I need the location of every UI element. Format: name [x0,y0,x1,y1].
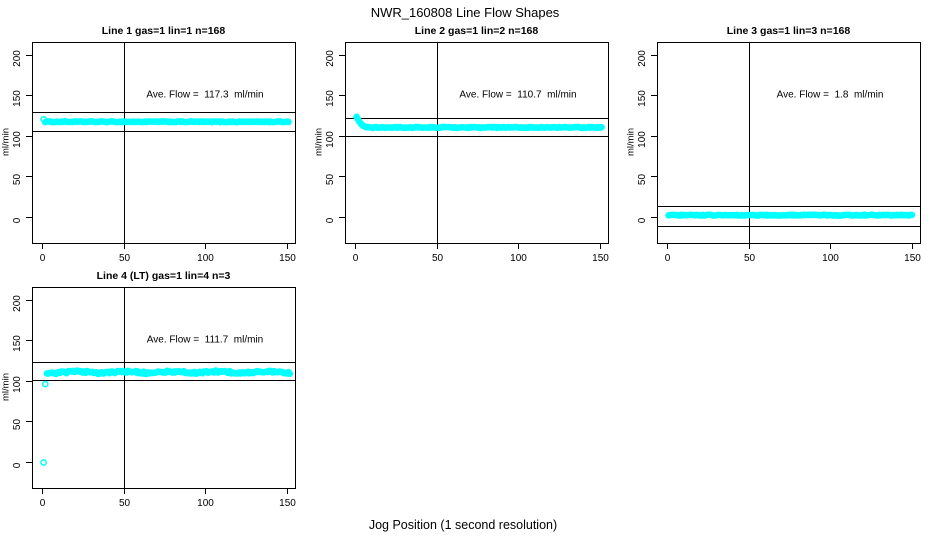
panel-1-title: Line 1 gas=1 lin=1 n=168 [101,25,226,37]
y-tick-label: 50 [637,174,648,186]
flow-data-points [665,211,916,219]
x-tick-label: 50 [432,253,444,264]
y-tick-label: 50 [325,174,336,186]
flow-point [41,380,49,388]
panel-3-graphics: 0 50 100 150 0 50 100 150 200 [637,42,921,264]
x-tick-label: 150 [592,253,609,264]
y-tick-label: 50 [12,174,23,186]
panel-2-ave-flow-annotation: Ave. Flow = 110.7 ml/min [459,89,577,101]
y-tick-label: 100 [12,376,23,393]
panel-1-graphics: 0 50 100 150 0 50 100 150 200 [12,42,296,264]
y-tick-label: 0 [325,217,336,223]
panel-3-y-axis-label: ml/min [625,128,637,156]
plot-box [32,42,296,244]
panel-4-ave-flow-annotation: Ave. Flow = 111.7 ml/min [146,334,264,346]
x-tick-label: 50 [744,253,756,264]
x-tick-label: 0 [665,253,671,264]
x-axis-label: Jog Position (1 second resolution) [368,518,558,532]
x-tick-label: 150 [904,253,921,264]
panel-4-y-axis-label: ml/min [0,373,12,401]
x-tick-label: 100 [197,498,214,509]
y-tick-label: 200 [637,50,648,67]
y-tick-label: 100 [325,131,336,148]
y-tick-label: 150 [325,90,336,107]
y-tick-label: 50 [12,419,23,431]
x-tick-label: 0 [40,253,46,264]
panel-1-ave-flow-annotation: Ave. Flow = 117.3 ml/min [146,89,264,101]
panel-4-graphics: 0 50 100 150 0 50 100 150 200 [12,287,296,509]
y-tick-label: 100 [637,131,648,148]
flow-point [286,370,294,378]
y-tick-label: 150 [12,90,23,107]
flow-data-points [40,115,292,126]
panel-2-title: Line 2 gas=1 lin=2 n=168 [414,25,539,37]
plot-box [657,42,921,244]
flow-data-points [40,367,294,466]
flow-point [285,118,292,126]
y-tick-label: 100 [12,131,23,148]
panel-2-y-axis-label: ml/min [313,128,325,156]
x-tick-label: 150 [279,253,296,264]
panel-4-title: Line 4 (LT) gas=1 lin=4 n=3 [96,270,231,282]
flow-point [283,370,291,377]
y-tick-label: 150 [12,335,23,352]
y-tick-label: 0 [637,217,648,223]
plot-box [345,42,609,244]
y-tick-label: 0 [12,462,23,468]
panel-2-graphics: 0 50 100 150 0 50 100 150 200 [325,42,609,264]
y-tick-label: 200 [12,50,23,67]
y-tick-label: 200 [325,50,336,67]
flow-point [598,123,605,131]
x-tick-label: 100 [510,253,527,264]
x-tick-label: 50 [119,253,131,264]
y-tick-label: 0 [12,217,23,223]
panel-1-y-axis-label: ml/min [0,128,12,156]
y-tick-label: 150 [637,90,648,107]
y-tick-label: 200 [12,295,23,312]
panel-line-3: Line 3 gas=1 lin=3 n=168 Ave. Flow = 1.8… [626,25,920,243]
plot-box [32,287,296,489]
main-title: NWR_160808 Line Flow Shapes [370,5,560,20]
panel-line-1: Line 1 gas=1 lin=1 n=168 Ave. Flow = 117… [1,25,295,243]
x-tick-label: 100 [197,253,214,264]
panel-line-4: Line 4 (LT) gas=1 lin=4 n=3 Ave. Flow = … [1,270,295,488]
panel-3-ave-flow-annotation: Ave. Flow = 1.8 ml/min [776,89,884,101]
x-tick-label: 100 [822,253,839,264]
panel-3-title: Line 3 gas=1 lin=3 n=168 [726,25,851,37]
x-tick-label: 50 [119,498,131,509]
panel-line-2: Line 2 gas=1 lin=2 n=168 Ave. Flow = 110… [314,25,608,243]
x-tick-label: 0 [353,253,359,264]
x-tick-label: 0 [40,498,46,509]
flow-point [908,211,916,219]
x-tick-label: 150 [279,498,296,509]
flow-data-points [353,113,605,132]
flow-point [40,459,47,466]
